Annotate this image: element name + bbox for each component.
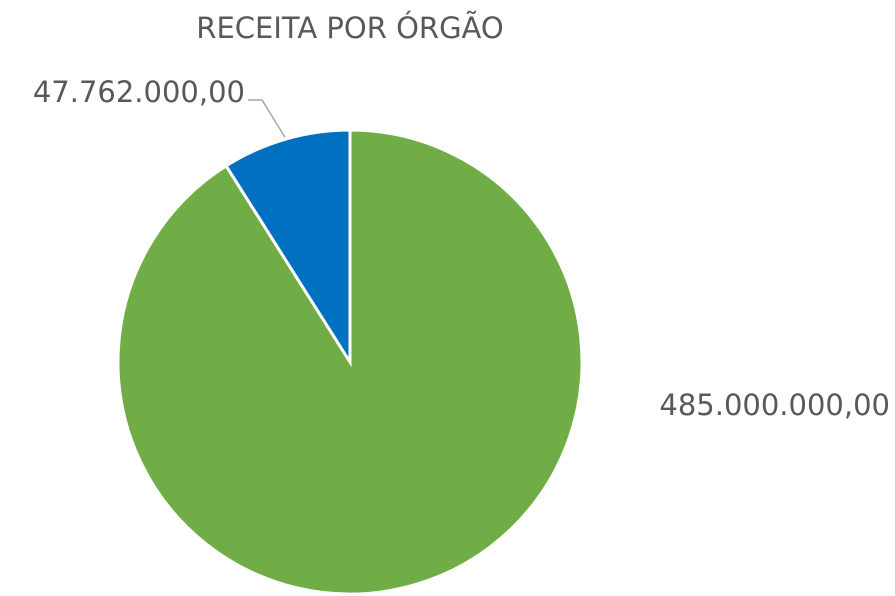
- chart-title: RECEITA POR ÓRGÃO: [196, 11, 503, 45]
- pie-slice: [224, 128, 352, 368]
- data-label: 47.762.000,00: [33, 75, 245, 109]
- leader-line: [248, 99, 286, 138]
- data-label: 485.000.000,00: [659, 388, 890, 422]
